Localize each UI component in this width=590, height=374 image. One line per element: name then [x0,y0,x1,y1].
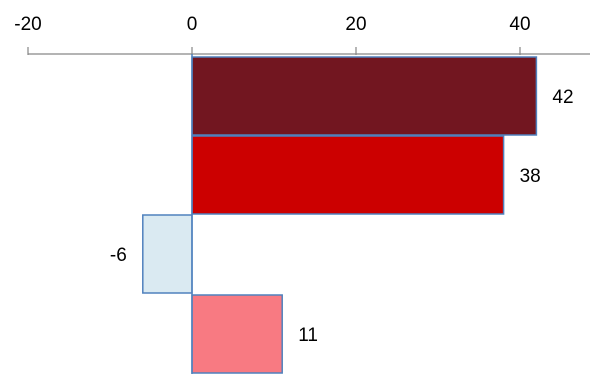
data-label: -6 [110,245,127,266]
data-label: 11 [298,325,318,346]
bars [142,54,538,374]
x-axis: -20 0 20 40 [14,14,590,55]
x-tick-label: 0 [187,14,198,35]
bar [142,214,193,294]
data-label: 42 [552,87,573,108]
data-label: 38 [520,166,541,187]
bar [191,56,538,136]
data-labels: 42 38 -6 11 [110,87,574,346]
x-tick-label: -20 [14,14,41,35]
bar [191,294,283,374]
x-tick-label: 40 [509,14,530,35]
bar [191,135,505,215]
x-tick-label: 20 [345,14,366,35]
